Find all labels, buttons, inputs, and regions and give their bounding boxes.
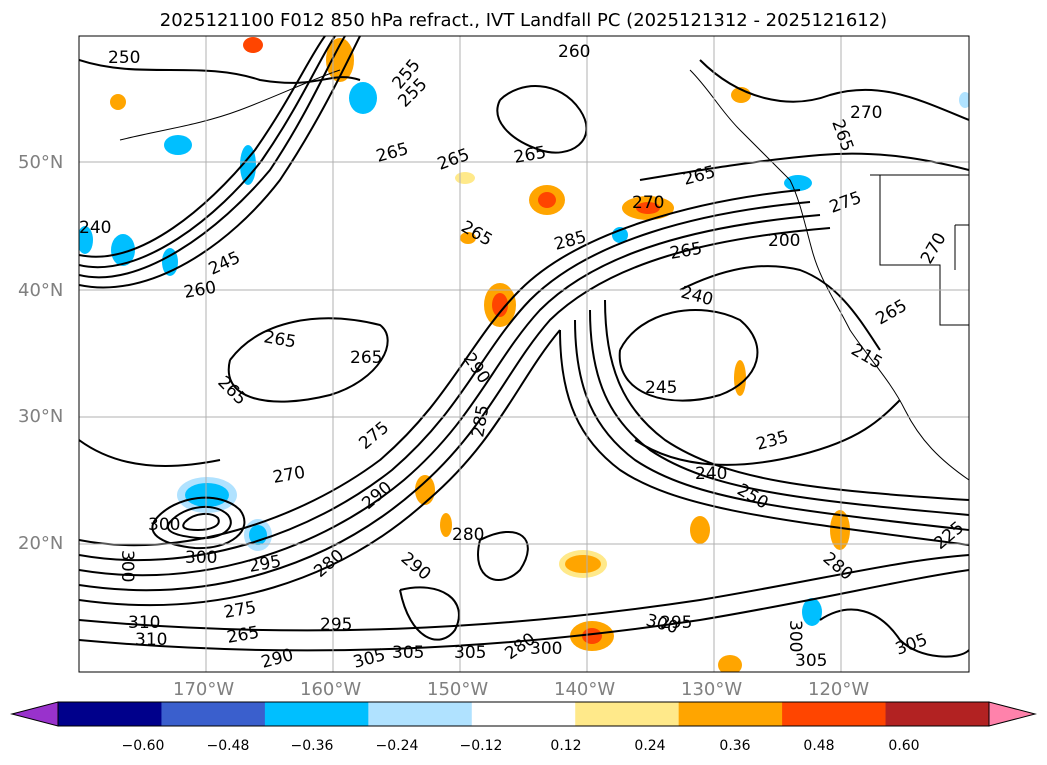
colorbar-extend-left (10, 701, 59, 727)
colorbar-extend-right (988, 701, 1037, 727)
colorbar-cell (575, 702, 680, 726)
contour-label: 305 (454, 643, 486, 663)
colorbar-cell (58, 702, 162, 726)
latitude-label: 20°N (18, 533, 64, 554)
longitude-label: 120°W (808, 679, 870, 700)
shaded-patches (79, 37, 969, 672)
colorbar-cell (678, 702, 783, 726)
colorbar-tick-label: −0.12 (459, 738, 503, 754)
plot-frame (78, 35, 970, 673)
coastline (119, 69, 969, 481)
colorbar-tick-label: 0.48 (803, 738, 835, 754)
colorbar-tick-label: 0.60 (888, 738, 920, 754)
longitude-label: 140°W (554, 679, 616, 700)
contour-label: 300 (117, 550, 137, 582)
longitude-label: 130°W (681, 679, 743, 700)
contour-label: 270 (850, 103, 882, 123)
latitude-label: 40°N (18, 280, 64, 301)
colorbar-tick-label: 0.36 (719, 738, 751, 754)
contour-label: 300 (185, 548, 217, 568)
contour-lines (79, 36, 969, 658)
contour-label: 240 (79, 218, 111, 238)
colorbar (10, 701, 1037, 727)
longitude-label: 160°W (300, 679, 362, 700)
contour-label: 260 (558, 42, 590, 62)
grid-lines (79, 36, 969, 672)
contour-label: 300 (530, 639, 562, 659)
colorbar-cell (782, 702, 887, 726)
colorbar-cell (885, 702, 990, 726)
longitude-label: 170°W (173, 679, 235, 700)
map-title: 2025121100 F012 850 hPa refract., IVT La… (159, 10, 888, 31)
contour-label: 300 (148, 515, 180, 535)
contour-label: 270 (632, 193, 664, 213)
colorbar-cell (368, 702, 473, 726)
colorbar-tick-label: 0.24 (634, 738, 666, 754)
latitude-label: 50°N (18, 152, 64, 173)
contour-label: 300 (785, 620, 805, 652)
plot-area: 260 250 270 255 265 265 265 265 265 240 … (79, 36, 969, 672)
colorbar-cell (264, 702, 369, 726)
contour-label: 265 (350, 348, 382, 368)
contour-label: 295 (660, 613, 692, 633)
contour-label: 295 (320, 615, 352, 635)
colorbar-tick-label: −0.60 (121, 738, 165, 754)
contour-label: 310 (135, 630, 167, 650)
colorbar-tick-label: −0.36 (290, 738, 334, 754)
contour-label: 245 (645, 378, 677, 398)
contour-label: 200 (768, 231, 800, 251)
contour-label: 280 (452, 525, 484, 545)
colorbar-tick-label: −0.48 (206, 738, 250, 754)
colorbar-cell (161, 702, 266, 726)
colorbar-tick-label: −0.24 (375, 738, 419, 754)
contour-label: 305 (795, 651, 827, 671)
longitude-label: 150°W (427, 679, 489, 700)
contour-label: 250 (108, 48, 140, 68)
contour-label: 305 (392, 643, 424, 663)
colorbar-cells (58, 702, 990, 726)
colorbar-cell (471, 702, 576, 726)
contour-label: 240 (695, 464, 727, 484)
latitude-label: 30°N (18, 406, 64, 427)
contour-label: 310 (128, 613, 160, 633)
colorbar-tick-label: 0.12 (550, 738, 582, 754)
